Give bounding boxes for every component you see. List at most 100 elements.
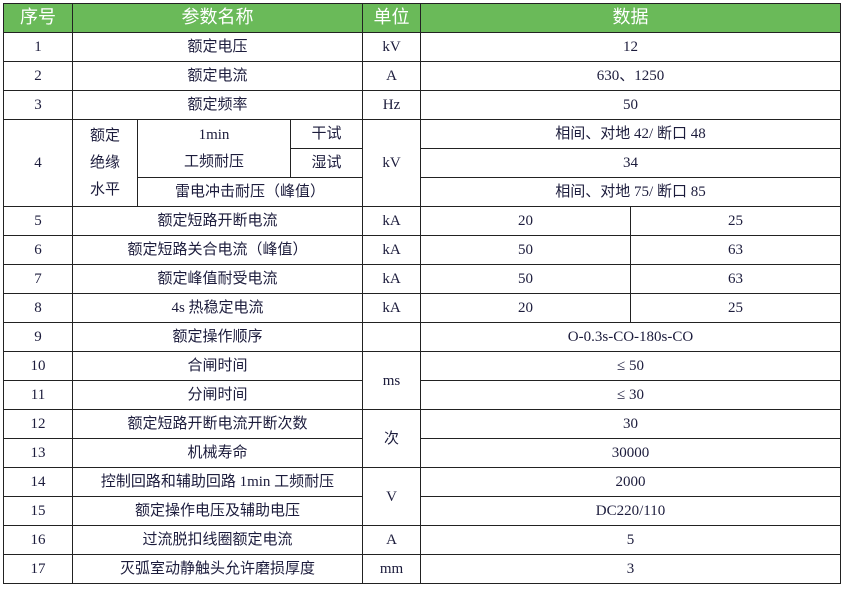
- unit-cell: kA: [362, 293, 422, 323]
- group-line: 绝缘: [89, 154, 120, 171]
- name-cell: 分闸时间: [71, 380, 364, 410]
- table-row: 2 额定电流 A 630、1250: [3, 61, 842, 91]
- sub-line: 工频耐压: [183, 153, 244, 170]
- unit-cell: ms: [362, 351, 422, 410]
- seq-cell: 5: [3, 206, 73, 236]
- table-row: 4 额定 绝缘 水平 1min 工频耐压 干试 kV 相间、对地 42/ 断口 …: [3, 119, 842, 207]
- unit-cell: Hz: [362, 90, 422, 120]
- unit-cell: kV: [362, 119, 422, 207]
- table-row: 5 额定短路开断电流 kA 20 25: [3, 206, 842, 236]
- value-cell: 相间、对地 42/ 断口 48: [420, 119, 842, 149]
- sub-line: 1min: [198, 126, 230, 143]
- name-cell: 机械寿命: [71, 438, 364, 468]
- value-cell: 630、1250: [420, 61, 842, 91]
- name-cell: 额定操作顺序: [71, 322, 364, 352]
- value-cell: 3: [420, 554, 842, 584]
- value-cell: 2000: [420, 467, 842, 497]
- seq-cell: 8: [3, 293, 73, 323]
- value-a-cell: 20: [420, 206, 632, 236]
- seq-cell: 3: [3, 90, 73, 120]
- parameter-table: 序号 参数名称 单位 数据 1 额定电压 kV 12 2 额定电流 A 630、…: [3, 3, 842, 584]
- header-unit: 单位: [362, 3, 422, 33]
- seq-cell: 2: [3, 61, 73, 91]
- table-row: 17 灭弧室动静触头允许磨损厚度 mm 3: [3, 554, 842, 584]
- unit-cell: kA: [362, 235, 422, 265]
- lightning-impulse-cell: 雷电冲击耐压（峰值）: [136, 177, 364, 207]
- name-cell: 灭弧室动静触头允许磨损厚度: [71, 554, 364, 584]
- unit-cell: A: [362, 525, 422, 555]
- name-cell: 额定峰值耐受电流: [71, 264, 364, 294]
- value-cell: ≤ 30: [420, 380, 842, 410]
- name-cell: 额定短路关合电流（峰值）: [71, 235, 364, 265]
- table-row: 3 额定频率 Hz 50: [3, 90, 842, 120]
- unit-cell: kA: [362, 206, 422, 236]
- value-cell: 5: [420, 525, 842, 555]
- dry-test-cell: 干试: [289, 119, 364, 149]
- power-frequency-cell: 1min 工频耐压: [137, 119, 291, 178]
- table-row: 湿试 34: [4, 148, 842, 178]
- group-line: 水平: [89, 181, 120, 198]
- table-row: 15 额定操作电压及辅助电压 DC220/110: [3, 496, 842, 526]
- value-b-cell: 25: [630, 206, 842, 236]
- value-cell: 12: [420, 32, 842, 62]
- value-cell: 50: [420, 90, 842, 120]
- value-cell: 30000: [420, 438, 842, 468]
- insulation-level-cell: 额定 绝缘 水平: [72, 119, 138, 207]
- unit-cell: kA: [362, 264, 422, 294]
- header-row: 序号 参数名称 单位 数据: [3, 3, 842, 33]
- header-data: 数据: [420, 3, 842, 33]
- value-a-cell: 50: [420, 235, 632, 265]
- table-row: 6 额定短路关合电流（峰值） kA 50 63: [3, 235, 842, 265]
- name-cell: 合闸时间: [71, 351, 364, 381]
- name-cell: 额定频率: [71, 90, 364, 120]
- seq-cell: 6: [3, 235, 73, 265]
- unit-cell: mm: [362, 554, 422, 584]
- table-row: 雷电冲击耐压（峰值） 相间、对地 75/ 断口 85: [4, 177, 842, 207]
- unit-cell: 次: [362, 409, 422, 468]
- seq-cell: 4: [3, 119, 73, 207]
- table-row: 12 额定短路开断电流开断次数 次 30: [3, 409, 842, 468]
- seq-cell: 7: [3, 264, 73, 294]
- value-cell: 相间、对地 75/ 断口 85: [420, 177, 842, 207]
- table-row: 1 额定电压 kV 12: [3, 32, 842, 62]
- unit-cell: kV: [362, 32, 422, 62]
- seq-cell: 16: [3, 525, 73, 555]
- table-row: 13 机械寿命 30000: [3, 438, 842, 468]
- seq-cell: 11: [3, 380, 73, 410]
- header-seq: 序号: [3, 3, 73, 33]
- seq-cell: 1: [3, 32, 73, 62]
- value-cell: 34: [420, 148, 842, 178]
- table-row: 14 控制回路和辅助回路 1min 工频耐压 V 2000: [3, 467, 842, 526]
- value-a-cell: 50: [420, 264, 632, 294]
- unit-cell: [362, 322, 422, 352]
- name-cell: 额定操作电压及辅助电压: [71, 496, 364, 526]
- unit-cell: A: [362, 61, 422, 91]
- name-cell: 过流脱扣线圈额定电流: [71, 525, 364, 555]
- value-b-cell: 63: [630, 235, 842, 265]
- seq-cell: 17: [3, 554, 73, 584]
- seq-cell: 13: [3, 438, 73, 468]
- seq-cell: 9: [3, 322, 73, 352]
- seq-cell: 10: [3, 351, 73, 381]
- name-cell: 控制回路和辅助回路 1min 工频耐压: [71, 467, 364, 497]
- value-b-cell: 25: [630, 293, 842, 323]
- name-cell: 额定电流: [71, 61, 364, 91]
- table-row: 16 过流脱扣线圈额定电流 A 5: [3, 525, 842, 555]
- seq-cell: 15: [3, 496, 73, 526]
- value-a-cell: 20: [420, 293, 632, 323]
- wet-test-cell: 湿试: [289, 148, 364, 178]
- value-cell: 30: [420, 409, 842, 439]
- seq-cell: 14: [3, 467, 73, 497]
- group-line: 额定: [89, 127, 120, 144]
- table-row: 7 额定峰值耐受电流 kA 50 63: [3, 264, 842, 294]
- table-row: 8 4s 热稳定电流 kA 20 25: [3, 293, 842, 323]
- value-cell: ≤ 50: [420, 351, 842, 381]
- table-row: 11 分闸时间 ≤ 30: [3, 380, 842, 410]
- table-row: 9 额定操作顺序 O-0.3s-CO-180s-CO: [3, 322, 842, 352]
- name-cell: 额定短路开断电流开断次数: [71, 409, 364, 439]
- seq-cell: 12: [3, 409, 73, 439]
- name-cell: 额定电压: [71, 32, 364, 62]
- table-row: 10 合闸时间 ms ≤ 50: [3, 351, 842, 410]
- name-cell: 额定短路开断电流: [71, 206, 364, 236]
- unit-cell: V: [362, 467, 422, 526]
